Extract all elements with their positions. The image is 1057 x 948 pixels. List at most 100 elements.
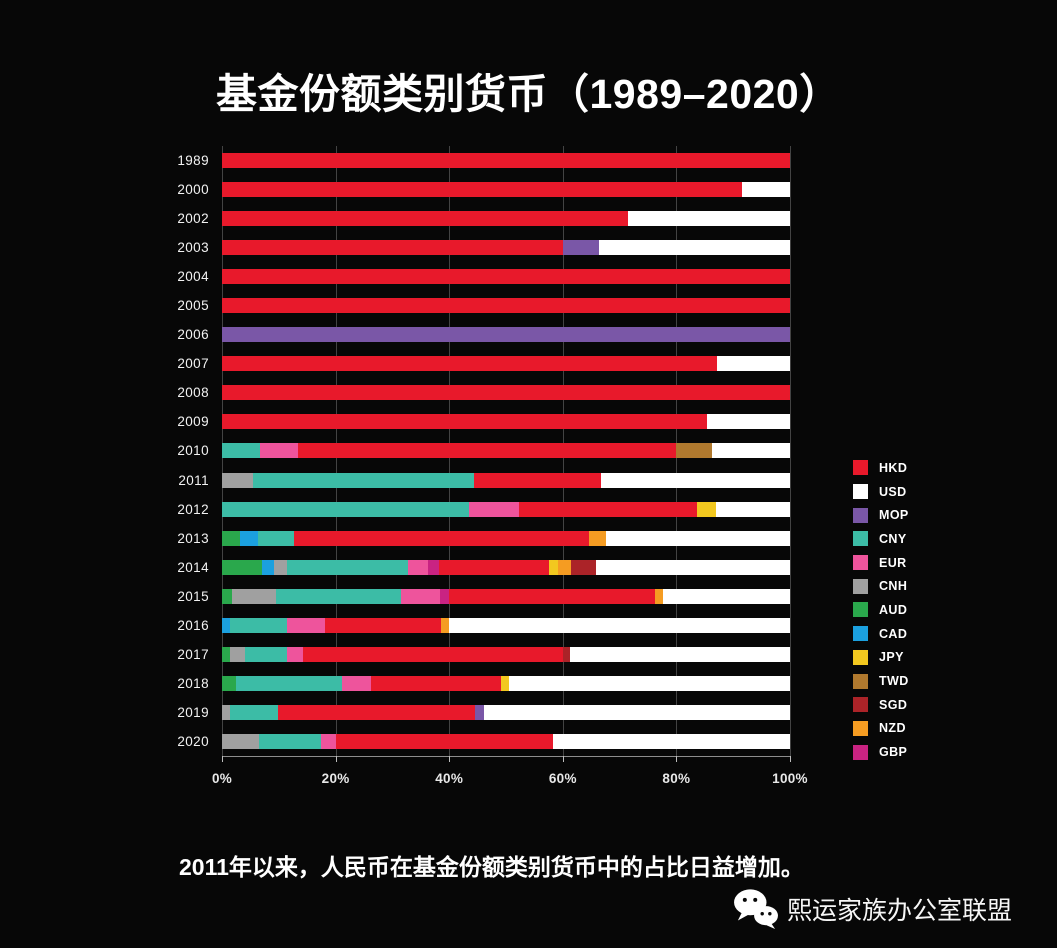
bar-segment-hkd bbox=[439, 559, 550, 575]
bar-segment-hkd bbox=[222, 182, 742, 198]
year-label: 2012 bbox=[177, 501, 209, 517]
bar-segment-gbp bbox=[427, 559, 440, 575]
legend-label: CAD bbox=[879, 626, 908, 641]
bar-segment-cnh bbox=[229, 646, 246, 662]
bar-track bbox=[222, 501, 790, 517]
bar-track bbox=[222, 182, 790, 198]
bar-segment-cny bbox=[259, 733, 321, 749]
bar-segment-twd bbox=[676, 443, 713, 459]
bar-segment-cny bbox=[222, 443, 261, 459]
bar-segment-cny bbox=[222, 501, 469, 517]
bar-track bbox=[222, 733, 790, 749]
bar-segment-cnh bbox=[222, 704, 230, 720]
bar-segment-cnh bbox=[274, 559, 288, 575]
axis-tick bbox=[222, 756, 223, 762]
bar-row: 2013 bbox=[177, 524, 790, 553]
bar-row: 2014 bbox=[177, 553, 790, 582]
bar-track bbox=[222, 240, 790, 256]
bar-segment-aud bbox=[222, 588, 232, 604]
bar-segment-usd bbox=[596, 559, 790, 575]
legend-item-gbp: GBP bbox=[853, 740, 909, 764]
bar-row: 2020 bbox=[177, 727, 790, 756]
plot-area: 0% 20% 40% 60% 80% 100% 1989 2000 2002 2003 2004 20… bbox=[177, 146, 808, 786]
bar-row: 2008 bbox=[177, 378, 790, 407]
bar-segment-usd bbox=[741, 182, 790, 198]
bar-row: 2002 bbox=[177, 204, 790, 233]
legend-swatch bbox=[853, 720, 868, 736]
bar-row: 2009 bbox=[177, 407, 790, 436]
year-label: 2003 bbox=[177, 240, 209, 256]
legend-item-hkd: HKD bbox=[853, 456, 909, 480]
bar-segment-eur bbox=[260, 443, 299, 459]
bar-row: 2003 bbox=[177, 233, 790, 262]
bar-segment-cad bbox=[222, 617, 230, 633]
bar-segment-hkd bbox=[298, 443, 677, 459]
bar-segment-usd bbox=[569, 646, 790, 662]
bar-segment-cny bbox=[229, 704, 278, 720]
gridline bbox=[790, 146, 791, 756]
bar-segment-usd bbox=[484, 704, 790, 720]
bar-row: 2016 bbox=[177, 611, 790, 640]
bar-segment-usd bbox=[553, 733, 790, 749]
year-label: 2006 bbox=[177, 327, 209, 343]
legend-label: CNY bbox=[879, 531, 907, 546]
x-tick-label: 100% bbox=[772, 771, 808, 786]
bar-segment-eur bbox=[408, 559, 428, 575]
bar-segment-usd bbox=[663, 588, 790, 604]
bar-track bbox=[222, 211, 790, 227]
bar-track bbox=[222, 356, 790, 372]
bar-segment-hkd bbox=[222, 269, 790, 285]
bar-segment-eur bbox=[286, 617, 326, 633]
bar-row: 2007 bbox=[177, 349, 790, 378]
legend-label: JPY bbox=[879, 650, 904, 665]
legend-swatch bbox=[853, 578, 868, 594]
bar-segment-cad bbox=[261, 559, 275, 575]
bar-row: 2010 bbox=[177, 436, 790, 465]
bar-segment-hkd bbox=[222, 211, 628, 227]
bar-segment-usd bbox=[601, 472, 790, 488]
year-label: 2009 bbox=[177, 414, 209, 430]
x-tick-label: 0% bbox=[211, 771, 233, 786]
bar-track bbox=[222, 153, 790, 169]
bar-segment-usd bbox=[717, 356, 790, 372]
bar-row: 1989 bbox=[177, 146, 790, 175]
footer-note: 2011年以来，人民币在基金份额类别货币中的占比日益增加。 bbox=[179, 854, 804, 880]
bar-segment-nzd bbox=[588, 530, 606, 546]
bar-segment-gbp bbox=[439, 588, 450, 604]
legend-swatch bbox=[853, 507, 868, 523]
legend-swatch bbox=[853, 555, 868, 571]
bar-segment-cnh bbox=[222, 472, 254, 488]
legend-item-jpy: JPY bbox=[853, 646, 909, 670]
bar-segment-jpy bbox=[501, 675, 509, 691]
legend-label: AUD bbox=[879, 602, 908, 617]
bar-track bbox=[222, 675, 790, 691]
legend-swatch bbox=[853, 673, 868, 689]
axis-tick bbox=[449, 756, 451, 762]
bar-segment-usd bbox=[716, 501, 790, 517]
legend: HKD USD MOP CNY EUR CNH AUD CAD JPY TWD SGD NZD GBP bbox=[853, 456, 909, 764]
legend-label: SGD bbox=[879, 697, 908, 712]
legend-swatch bbox=[853, 602, 868, 618]
wechat-icon bbox=[733, 888, 779, 930]
bar-segment-cad bbox=[239, 530, 258, 546]
bar-track bbox=[222, 530, 790, 546]
bar-segment-usd bbox=[605, 530, 790, 546]
bar-segment-cny bbox=[287, 559, 409, 575]
legend-swatch bbox=[853, 460, 868, 476]
axis-tick bbox=[790, 756, 791, 762]
bar-row: 2019 bbox=[177, 698, 790, 727]
bar-segment-jpy bbox=[696, 501, 717, 517]
bar-segment-usd bbox=[707, 414, 790, 430]
legend-item-usd: USD bbox=[853, 480, 909, 504]
legend-swatch bbox=[853, 744, 868, 760]
bar-segment-sgd bbox=[562, 646, 570, 662]
legend-swatch bbox=[853, 531, 868, 547]
bar-segment-hkd bbox=[519, 501, 697, 517]
bar-track bbox=[222, 472, 790, 488]
bar-segment-hkd bbox=[222, 356, 718, 372]
bar-segment-cny bbox=[253, 472, 475, 488]
bar-segment-eur bbox=[468, 501, 520, 517]
legend-item-cad: CAD bbox=[853, 622, 909, 646]
x-tick-label: 60% bbox=[548, 771, 577, 786]
bar-segment-cny bbox=[245, 646, 287, 662]
